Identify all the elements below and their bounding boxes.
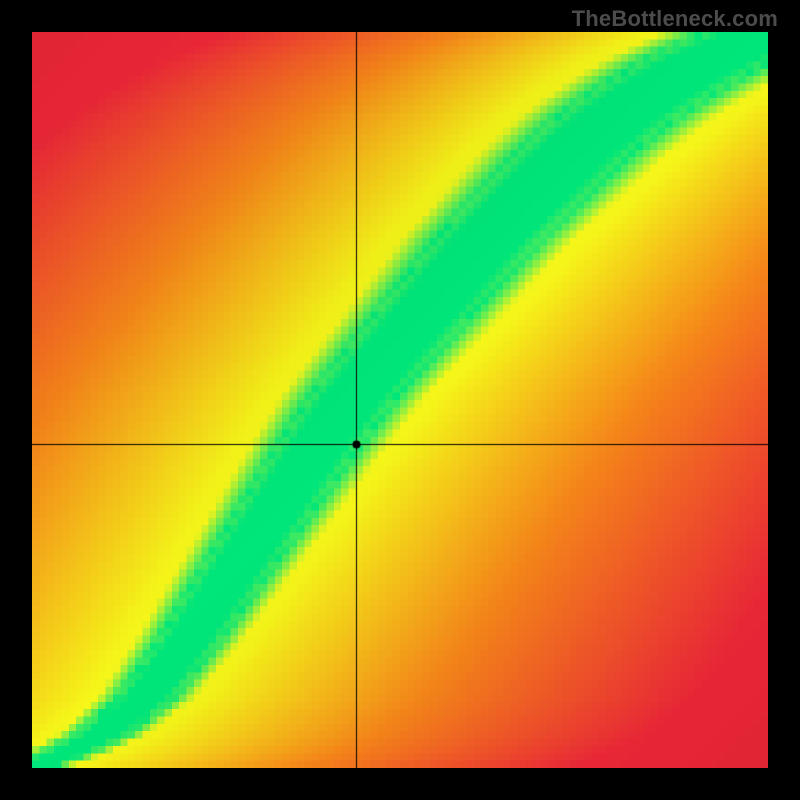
watermark-text: TheBottleneck.com <box>572 6 778 32</box>
crosshair-overlay <box>32 32 768 768</box>
chart-container: { "watermark": { "text": "TheBottleneck.… <box>0 0 800 800</box>
